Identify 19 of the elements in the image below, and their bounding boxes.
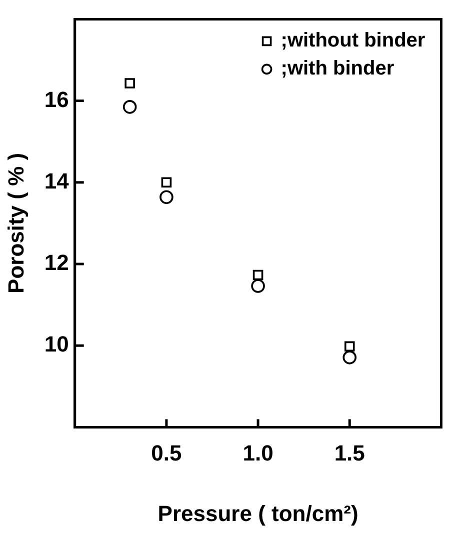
y-tick-label: 12 xyxy=(44,250,69,276)
point xyxy=(344,341,355,352)
y-tick-label: 14 xyxy=(44,168,70,194)
point xyxy=(122,100,137,114)
y-tick-label: 16 xyxy=(44,86,69,112)
x-tick-label: 1.5 xyxy=(334,440,365,466)
y-axis-title: Porosity ( % ) xyxy=(3,152,28,294)
y-tick-label: 10 xyxy=(44,332,69,357)
point xyxy=(251,279,265,293)
point xyxy=(160,190,174,204)
legend-label: ;without binder xyxy=(280,30,426,52)
point xyxy=(342,350,357,364)
x-axis-title: Pressure ( ton/cm²) xyxy=(158,500,358,526)
legend-label: ;with binder xyxy=(280,58,394,80)
x-tick-label: 1.0 xyxy=(242,440,274,466)
point xyxy=(161,177,172,188)
point xyxy=(124,78,135,88)
point xyxy=(252,270,264,280)
x-tick-label: 0.5 xyxy=(151,440,182,466)
